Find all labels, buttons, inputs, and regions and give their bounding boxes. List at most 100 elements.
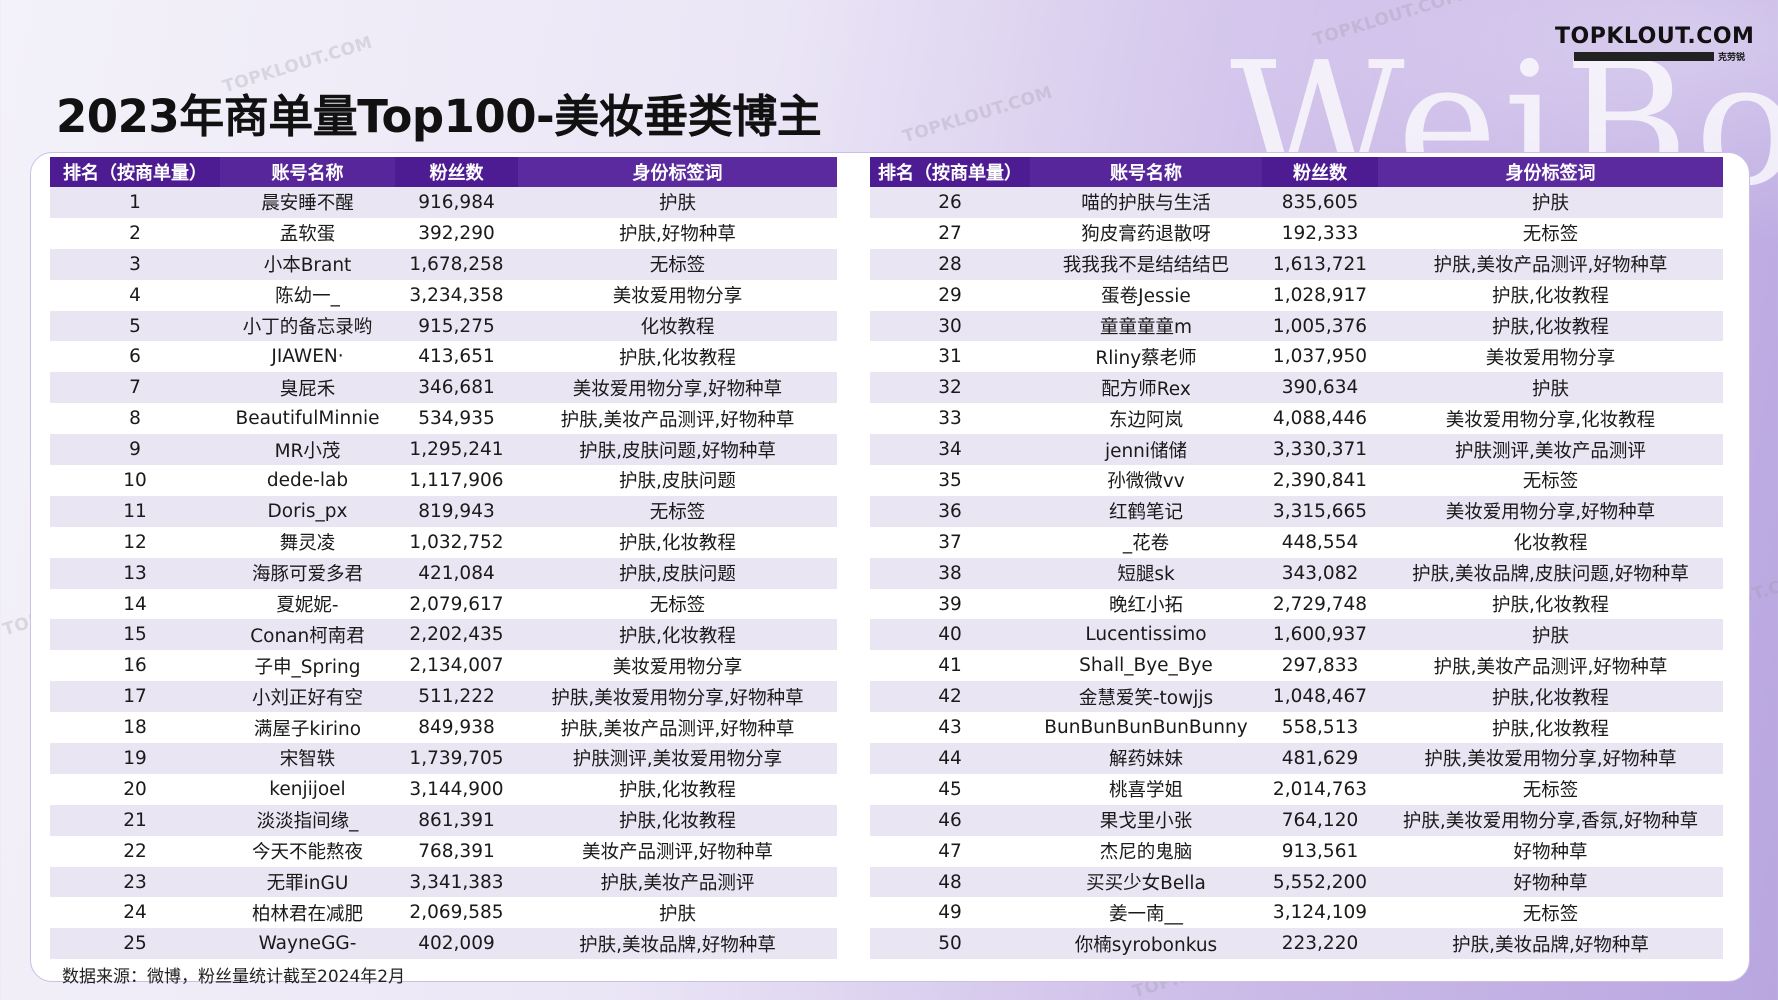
table-row: 41 Shall_Bye_Bye 297,833 护肤,美妆产品测评,好物种草 xyxy=(870,650,1723,682)
cell-account-name: JIAWEN· xyxy=(220,341,395,373)
cell-followers: 534,935 xyxy=(395,403,518,435)
table-row: 26 喵的护肤与生活 835,605 护肤 xyxy=(870,187,1723,218)
cell-tags: 好物种草 xyxy=(1378,835,1723,867)
cell-rank: 32 xyxy=(870,372,1030,404)
table-row: 40 Lucentissimo 1,600,937 护肤 xyxy=(870,619,1723,651)
cell-account-name: 小丁的备忘录哟 xyxy=(220,310,395,342)
cell-followers: 1,613,721 xyxy=(1262,248,1378,280)
cell-account-name: 夏妮妮- xyxy=(220,588,395,620)
table-row: 50 你楠syrobonkus 223,220 护肤,美妆品牌,好物种草 xyxy=(870,928,1723,960)
cell-followers: 835,605 xyxy=(1262,187,1378,218)
table-row: 19 宋智轶 1,739,705 护肤测评,美妆爱用物分享 xyxy=(50,743,837,774)
cell-rank: 9 xyxy=(50,434,220,466)
cell-account-name: WayneGG- xyxy=(220,928,395,960)
cell-followers: 913,561 xyxy=(1262,835,1378,867)
cell-rank: 35 xyxy=(870,465,1030,496)
cell-tags: 无标签 xyxy=(518,248,837,280)
cell-rank: 38 xyxy=(870,557,1030,589)
table-row: 22 今天不能熬夜 768,391 美妆产品测评,好物种草 xyxy=(50,835,837,867)
ranking-table-left: 排名（按商单量） 账号名称 粉丝数 身份标签词 1 晨安睡不醒 916,984 护肤 2… xyxy=(50,157,837,960)
cell-followers: 223,220 xyxy=(1262,928,1378,960)
cell-followers: 916,984 xyxy=(395,187,518,218)
cell-rank: 39 xyxy=(870,588,1030,620)
cell-rank: 30 xyxy=(870,310,1030,342)
cell-rank: 5 xyxy=(50,310,220,342)
cell-tags: 护肤,美妆品牌,好物种草 xyxy=(1378,928,1723,960)
table-row: 20 kenjijoel 3,144,900 护肤,化妆教程 xyxy=(50,773,837,805)
table-row: 30 童童童童m 1,005,376 护肤,化妆教程 xyxy=(870,310,1723,342)
cell-followers: 849,938 xyxy=(395,712,518,744)
cell-followers: 915,275 xyxy=(395,310,518,342)
table-row: 35 孙微微vv 2,390,841 无标签 xyxy=(870,465,1723,496)
page-title: 2023年商单量Top100-美妆垂类博主 xyxy=(56,90,822,143)
cell-tags: 美妆爱用物分享,化妆教程 xyxy=(1378,403,1723,435)
cell-followers: 2,014,763 xyxy=(1262,773,1378,805)
cell-tags: 美妆爱用物分享,好物种草 xyxy=(1378,495,1723,527)
cell-account-name: 宋智轶 xyxy=(220,743,395,774)
cell-rank: 34 xyxy=(870,434,1030,466)
table-row: 45 桃喜学姐 2,014,763 无标签 xyxy=(870,773,1723,805)
cell-tags: 护肤,美妆产品测评,好物种草 xyxy=(1378,650,1723,682)
cell-rank: 29 xyxy=(870,279,1030,311)
table-row: 32 配方师Rex 390,634 护肤 xyxy=(870,372,1723,404)
table-body-right: 26 喵的护肤与生活 835,605 护肤 27 狗皮膏药退散呀 192,333 无标签 28 我… xyxy=(870,187,1723,960)
table-row: 31 Rliny蔡老师 1,037,950 美妆爱用物分享 xyxy=(870,341,1723,373)
cell-account-name: 我我我不是结结结巴 xyxy=(1030,248,1262,280)
table-row: 4 陈幼一_ 3,234,358 美妆爱用物分享 xyxy=(50,279,837,311)
header-followers: 粉丝数 xyxy=(395,157,518,187)
table-row: 16 子申_Spring 2,134,007 美妆爱用物分享 xyxy=(50,650,837,682)
cell-tags: 护肤 xyxy=(1378,619,1723,651)
cell-tags: 无标签 xyxy=(1378,773,1723,805)
cell-account-name: 满屋子kirino xyxy=(220,712,395,744)
cell-followers: 1,295,241 xyxy=(395,434,518,466)
cell-account-name: 配方师Rex xyxy=(1030,372,1262,404)
cell-rank: 14 xyxy=(50,588,220,620)
logo-bar xyxy=(1573,52,1714,61)
cell-tags: 护肤测评,美妆爱用物分享 xyxy=(518,743,837,774)
cell-account-name: 柏林君在减肥 xyxy=(220,897,395,929)
cell-tags: 护肤,美妆产品测评,好物种草 xyxy=(1378,248,1723,280)
cell-tags: 护肤,美妆产品测评,好物种草 xyxy=(518,403,837,435)
table-row: 18 满屋子kirino 849,938 护肤,美妆产品测评,好物种草 xyxy=(50,712,837,744)
cell-rank: 3 xyxy=(50,248,220,280)
header-tags: 身份标签词 xyxy=(1378,157,1723,187)
cell-account-name: Lucentissimo xyxy=(1030,619,1262,651)
cell-account-name: 你楠syrobonkus xyxy=(1030,928,1262,960)
cell-followers: 768,391 xyxy=(395,835,518,867)
cell-rank: 48 xyxy=(870,866,1030,898)
table-row: 38 短腿sk 343,082 护肤,美妆品牌,皮肤问题,好物种草 xyxy=(870,557,1723,589)
cell-followers: 2,134,007 xyxy=(395,650,518,682)
cell-followers: 1,005,376 xyxy=(1262,310,1378,342)
cell-tags: 护肤,化妆教程 xyxy=(518,526,837,558)
cell-followers: 481,629 xyxy=(1262,743,1378,774)
cell-account-name: 蛋卷Jessie xyxy=(1030,279,1262,311)
cell-followers: 2,079,617 xyxy=(395,588,518,620)
watermark: TOPKLOUT.COM xyxy=(900,82,1056,148)
table-row: 25 WayneGG- 402,009 护肤,美妆品牌,好物种草 xyxy=(50,928,837,960)
ranking-table-right: 排名（按商单量） 账号名称 粉丝数 身份标签词 26 喵的护肤与生活 835,605… xyxy=(870,157,1723,960)
cell-followers: 1,678,258 xyxy=(395,248,518,280)
cell-followers: 3,341,383 xyxy=(395,866,518,898)
cell-account-name: 小刘正好有空 xyxy=(220,681,395,713)
table-row: 29 蛋卷Jessie 1,028,917 护肤,化妆教程 xyxy=(870,279,1723,311)
cell-account-name: dede-lab xyxy=(220,465,395,496)
cell-tags: 护肤 xyxy=(518,897,837,929)
cell-tags: 护肤,美妆爱用物分享,好物种草 xyxy=(1378,743,1723,774)
cell-rank: 40 xyxy=(870,619,1030,651)
table-row: 7 臭屁禾 346,681 美妆爱用物分享,好物种草 xyxy=(50,372,837,404)
cell-rank: 20 xyxy=(50,773,220,805)
header-rank: 排名（按商单量） xyxy=(870,157,1030,187)
cell-rank: 6 xyxy=(50,341,220,373)
cell-tags: 美妆爱用物分享 xyxy=(518,650,837,682)
cell-account-name: 果戈里小张 xyxy=(1030,804,1262,836)
cell-tags: 护肤,化妆教程 xyxy=(518,804,837,836)
table-row: 2 孟软蛋 392,290 护肤,好物种草 xyxy=(50,217,837,249)
cell-account-name: 小本Brant xyxy=(220,248,395,280)
cell-followers: 3,315,665 xyxy=(1262,495,1378,527)
table-body-left: 1 晨安睡不醒 916,984 护肤 2 孟软蛋 392,290 护肤,好物种草 3 小本Bran… xyxy=(50,187,837,960)
header-followers: 粉丝数 xyxy=(1262,157,1378,187)
cell-followers: 1,032,752 xyxy=(395,526,518,558)
cell-tags: 护肤,美妆品牌,皮肤问题,好物种草 xyxy=(1378,557,1723,589)
table-row: 5 小丁的备忘录哟 915,275 化妆教程 xyxy=(50,310,837,342)
table-row: 9 MR小茂 1,295,241 护肤,皮肤问题,好物种草 xyxy=(50,434,837,466)
